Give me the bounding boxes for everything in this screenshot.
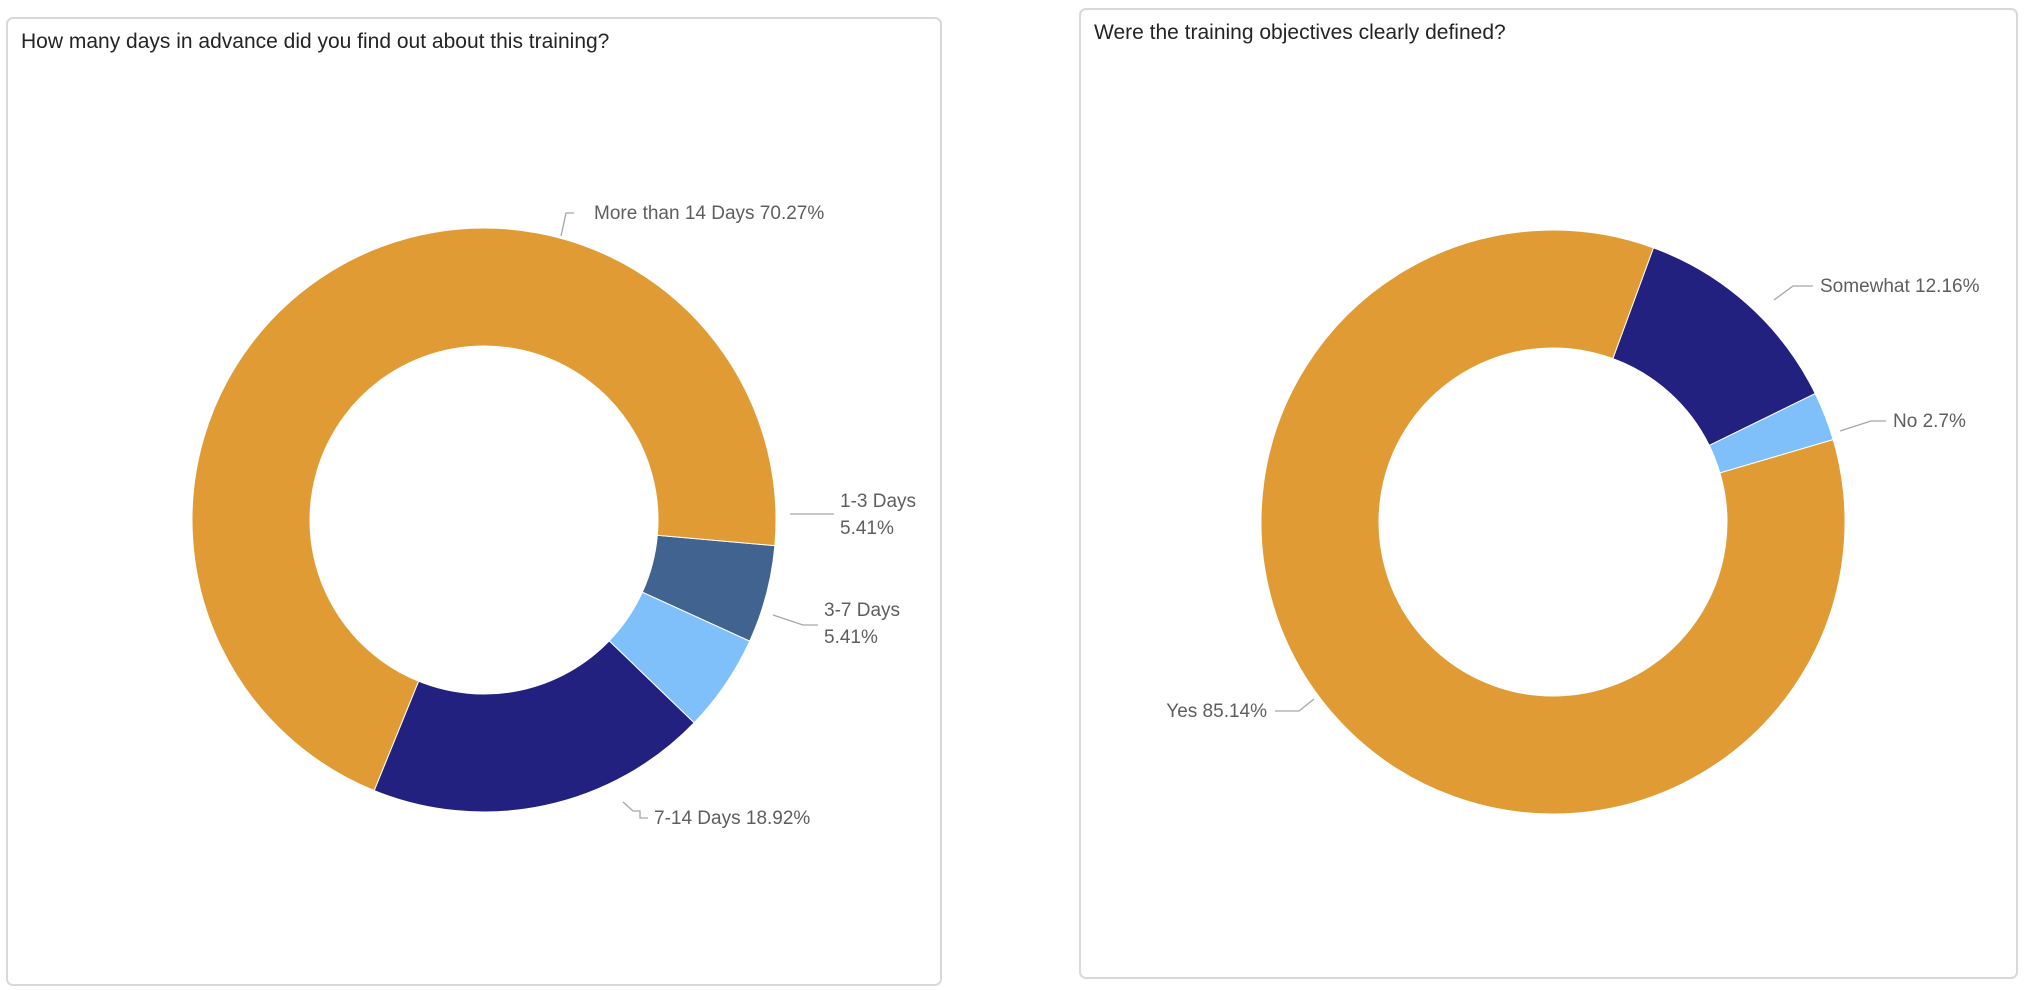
data-label-7-14-days: 7-14 Days 18.92% [654,808,810,829]
data-label-no: No 2.7% [1893,411,1966,432]
donut-slice-yes[interactable] [1260,229,1846,815]
leader-line-3-7-days [772,614,818,626]
data-label-yes: Yes 85.14% [1166,701,1267,722]
leader-line-more-than-14-days [560,212,574,237]
data-label-1-3-days: 1-3 Days 5.41% [840,491,916,539]
leader-line-7-14-days [622,801,648,819]
chart-panel-objectives-defined: Were the training objectives clearly def… [1079,8,2018,979]
data-label-more-than-14-days: More than 14 Days 70.27% [594,203,824,224]
leader-line-somewhat [1773,285,1813,301]
donut-chart-days-in-advance: 1-3 Days 5.41% 3-7 Days 5.41% 7-14 Days 18.9… [191,203,916,829]
donut-slice-more-than-14-days[interactable] [191,227,777,792]
leader-line-yes [1275,698,1315,712]
chart-panel-days-in-advance: How many days in advance did you find ou… [6,17,942,986]
donut-chart-objectives-defined: Somewhat 12.16% No 2.7% Yes 85.14% [1166,229,1980,815]
leader-line-no [1839,420,1886,432]
chart-title: Were the training objectives clearly def… [1094,21,1506,44]
data-label-3-7-days: 3-7 Days 5.41% [824,600,900,648]
donut-slice-7-14-days[interactable] [373,640,695,813]
chart-title: How many days in advance did you find ou… [21,30,610,53]
data-label-somewhat: Somewhat 12.16% [1820,276,1980,297]
